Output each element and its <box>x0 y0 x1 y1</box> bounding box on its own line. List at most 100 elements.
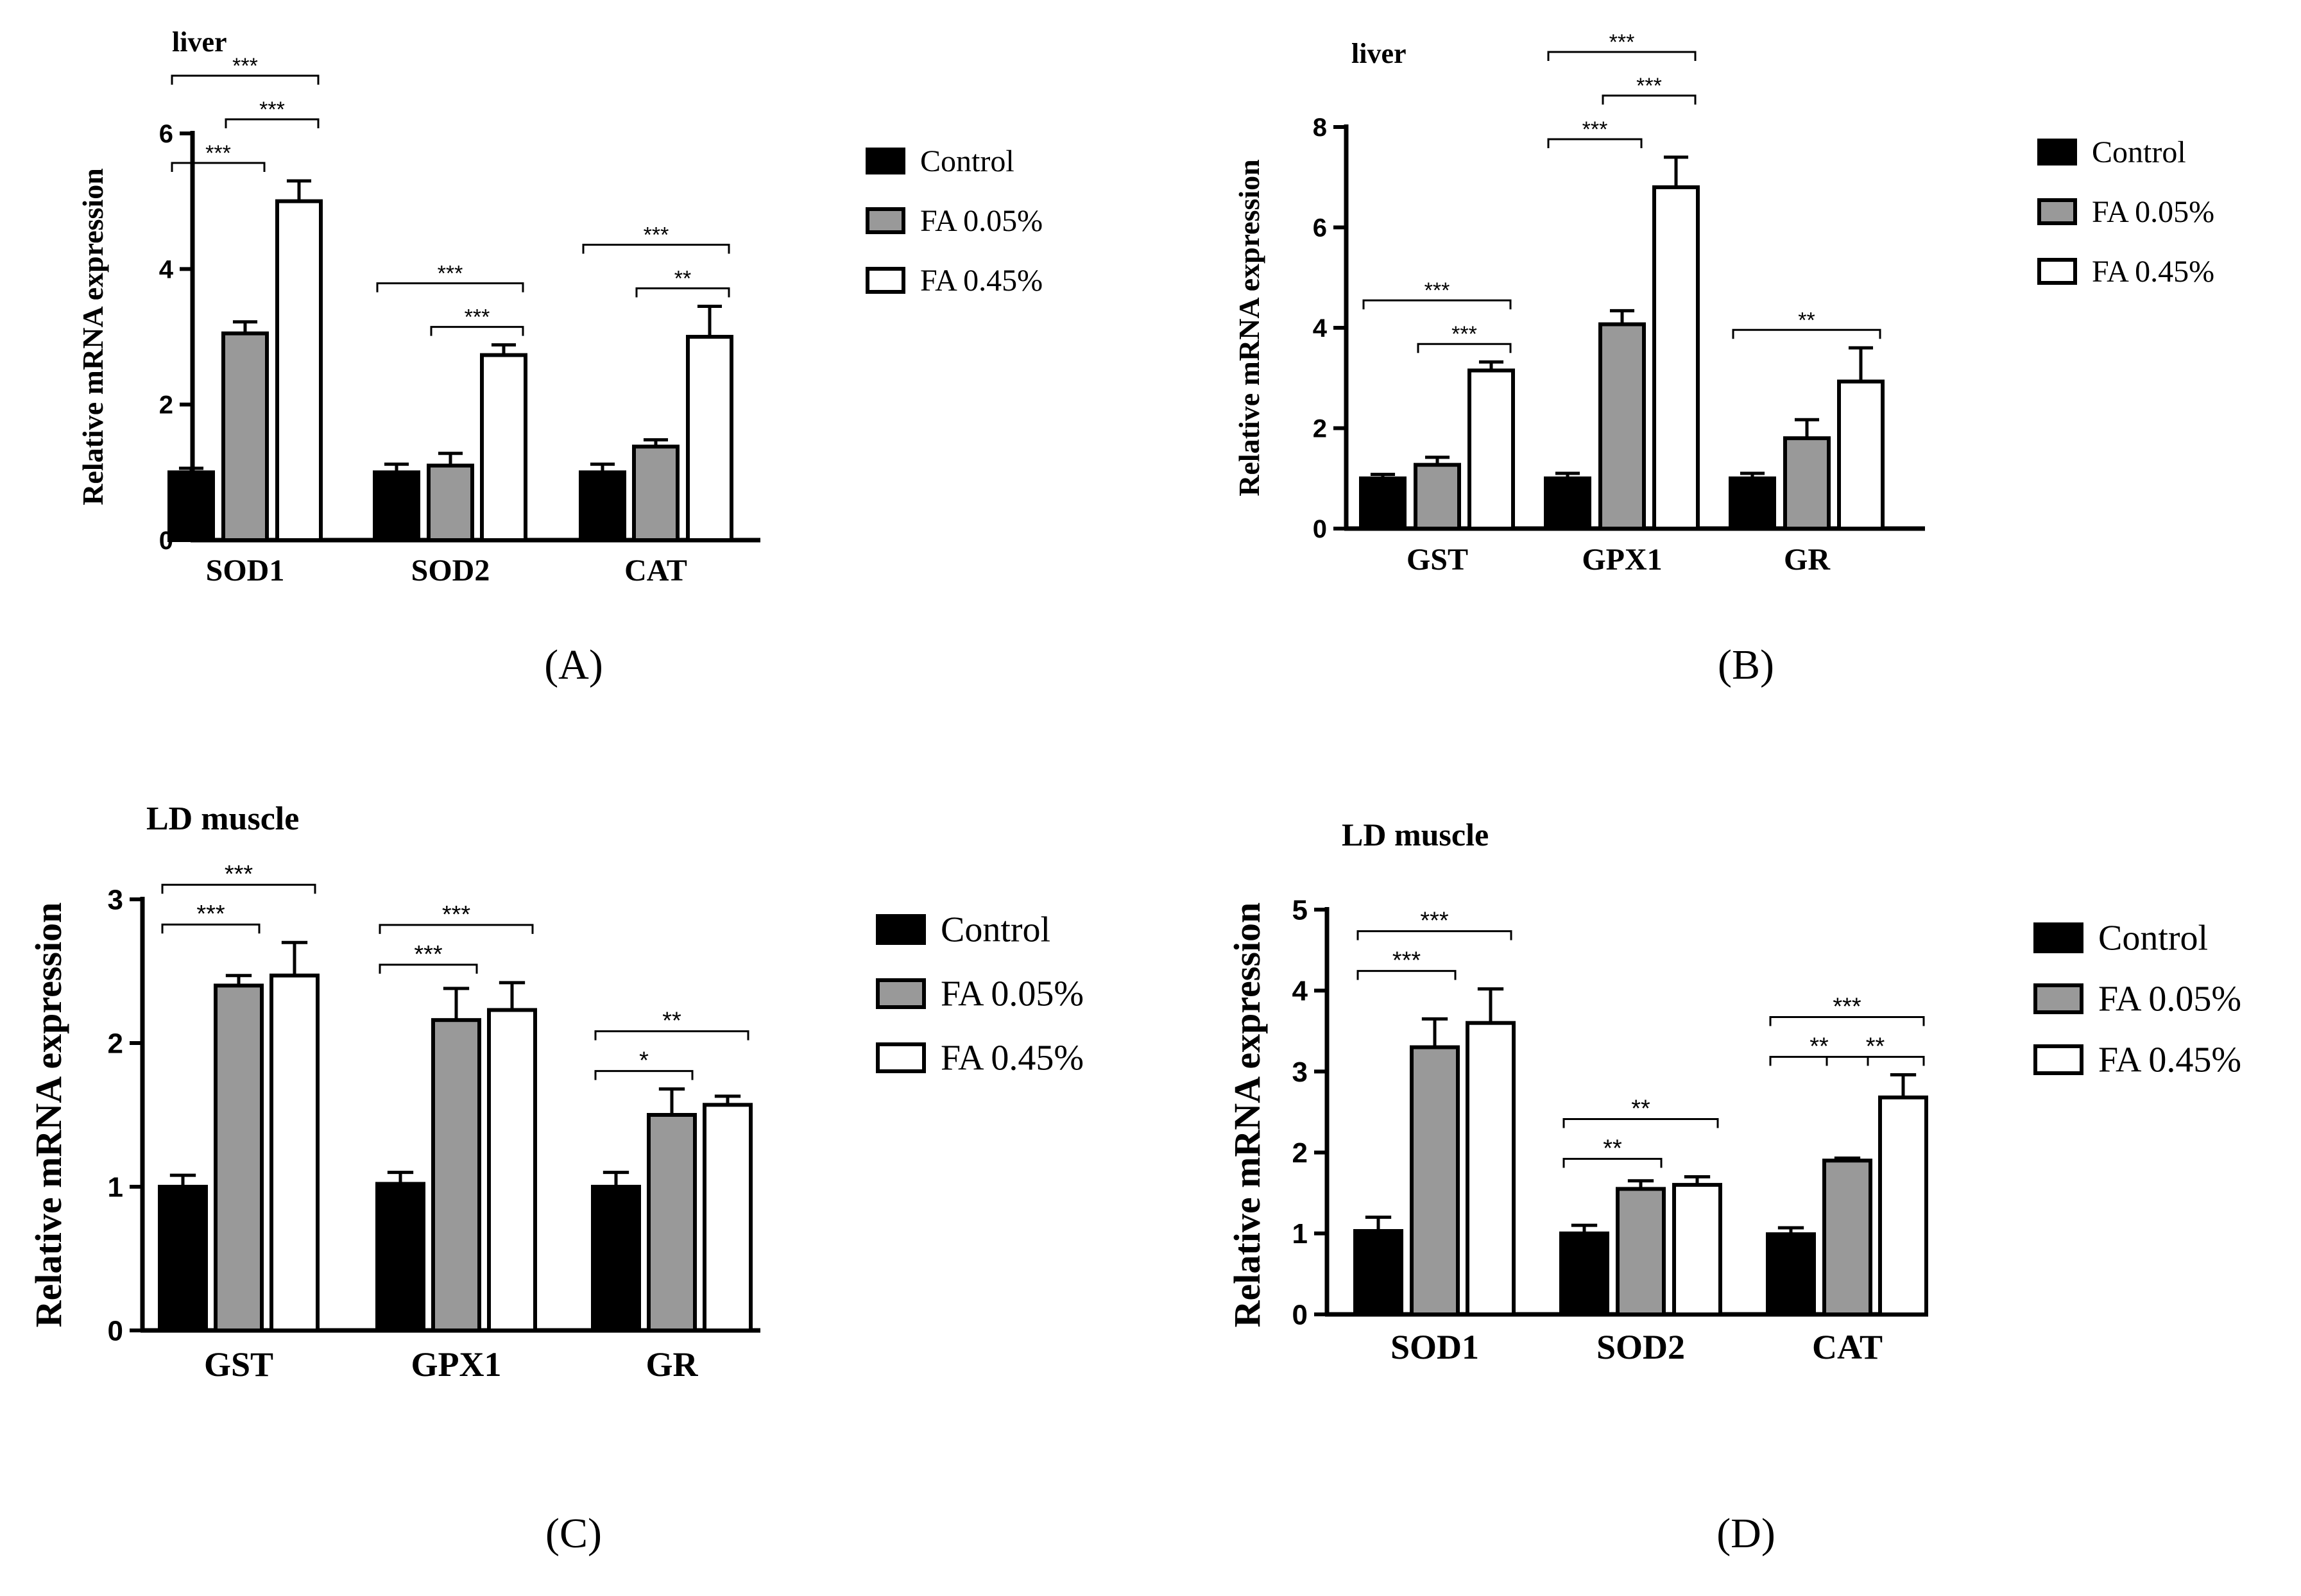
significance-label: *** <box>1420 908 1449 935</box>
significance-label: *** <box>225 861 253 888</box>
bar-fa-0-45--cat <box>686 335 733 542</box>
legend-swatch <box>866 207 905 234</box>
significance-bracket <box>1562 1157 1663 1168</box>
legend-swatch <box>2033 1044 2083 1075</box>
significance-bracket <box>161 883 316 894</box>
bar-fa-0-05--gpx1 <box>431 1018 481 1333</box>
significance-bracket <box>1547 138 1643 148</box>
bar-fa-0-45--gr <box>1837 379 1885 531</box>
significance-label: ** <box>1798 308 1815 332</box>
legend-label: FA 0.05% <box>941 974 1084 1014</box>
legend-swatch <box>2033 983 2083 1014</box>
significance-bracket <box>171 162 266 172</box>
y-tick-label: 6 <box>159 120 173 148</box>
significance-bracket <box>594 1030 749 1040</box>
y-tick-label: 6 <box>1313 214 1327 242</box>
significance-label: *** <box>259 98 285 122</box>
y-tick-label: 5 <box>1292 894 1308 926</box>
bar-fa-0-05--sod2 <box>427 463 474 542</box>
y-axis-label: Relative mRNA expression <box>1226 903 1268 1328</box>
bar-control-gst <box>158 1185 208 1332</box>
significance-label: *** <box>1582 117 1608 142</box>
y-tick-label: 2 <box>108 1028 123 1059</box>
x-category-label: SOD1 <box>206 554 285 588</box>
significance-label: *** <box>1609 30 1635 55</box>
bar-control-cat <box>1766 1232 1816 1317</box>
bar-control-sod2 <box>373 470 420 542</box>
bar-fa-0-45--sod1 <box>275 199 323 542</box>
significance-label: *** <box>1392 947 1421 974</box>
legend-label: FA 0.45% <box>2092 255 2214 289</box>
bar-control-gpx1 <box>375 1182 425 1333</box>
significance-label: *** <box>205 141 231 166</box>
significance-label: *** <box>442 901 471 928</box>
significance-label: *** <box>1424 278 1450 303</box>
y-tick-label: 4 <box>159 255 174 284</box>
bar-fa-0-05--gst <box>1414 463 1461 531</box>
legend-label: Control <box>941 910 1050 949</box>
chart-title: LD muscle <box>1342 817 1489 853</box>
bar-control-gpx1 <box>1544 476 1591 531</box>
y-tick-label: 2 <box>1292 1137 1308 1169</box>
y-tick-label: 3 <box>108 884 123 915</box>
significance-bracket <box>1769 1015 1925 1026</box>
chart-panel-b: liver Relative mRNA expression 0 2 4 6 8 GST GPX… <box>1233 30 2214 688</box>
legend-label: FA 0.05% <box>2092 195 2214 229</box>
legend-label: FA 0.05% <box>2098 979 2241 1019</box>
significance-label: *** <box>644 223 669 247</box>
legend-swatch <box>2037 198 2077 225</box>
legend-swatch <box>866 148 905 174</box>
bar-fa-0-45--sod1 <box>1466 1021 1516 1317</box>
bar-fa-0-05--sod1 <box>1410 1045 1460 1317</box>
significance-label: *** <box>1833 993 1861 1020</box>
legend-swatch <box>866 267 905 294</box>
significance-bracket <box>635 287 730 298</box>
significance-bracket <box>1826 1055 1925 1066</box>
significance-label: * <box>639 1048 649 1074</box>
significance-bracket <box>582 243 730 254</box>
bar-fa-0-05--gr <box>647 1113 697 1332</box>
bar-fa-0-05--sod1 <box>221 331 269 542</box>
legend-swatch <box>876 914 926 945</box>
significance-label: ** <box>674 266 691 291</box>
panel-label: (D) <box>1716 1510 1775 1557</box>
significance-label: *** <box>196 901 225 928</box>
y-tick-label: 1 <box>1292 1218 1308 1250</box>
significance-bracket <box>379 924 534 934</box>
significance-label: *** <box>438 262 463 286</box>
significance-label: ** <box>1603 1135 1622 1162</box>
bar-control-sod1 <box>1353 1229 1403 1317</box>
significance-bracket <box>376 282 524 293</box>
x-category-label: GR <box>646 1345 699 1384</box>
x-category-label: GPX1 <box>1582 543 1662 577</box>
y-tick-label: 3 <box>1292 1057 1308 1088</box>
x-category-label: SOD1 <box>1390 1328 1479 1366</box>
x-category-label: GR <box>1784 543 1831 577</box>
significance-bracket <box>379 964 478 974</box>
bar-fa-0-45--sod2 <box>480 353 527 543</box>
panel-label: (A) <box>544 641 603 688</box>
bar-fa-0-05--gpx1 <box>1598 322 1646 531</box>
significance-label: ** <box>1866 1033 1885 1060</box>
chart-title: liver <box>1351 38 1407 69</box>
legend: Control FA 0.05% FA 0.45% <box>866 144 1043 298</box>
significance-label: ** <box>1809 1033 1829 1060</box>
legend-label: FA 0.45% <box>920 264 1043 298</box>
significance-bracket <box>430 326 524 336</box>
y-tick-label: 0 <box>1292 1299 1308 1330</box>
x-category-label: GST <box>1407 543 1468 577</box>
legend-swatch <box>876 978 926 1009</box>
significance-bracket <box>225 118 320 128</box>
significance-label: *** <box>414 941 443 968</box>
bar-fa-0-05--cat <box>632 445 680 542</box>
y-tick-label: 0 <box>108 1315 123 1346</box>
y-tick-label: 2 <box>159 391 173 420</box>
significance-bracket <box>171 74 320 85</box>
y-tick-label: 8 <box>1313 114 1327 142</box>
bar-fa-0-45--gr <box>703 1103 753 1332</box>
legend-swatch <box>876 1042 926 1073</box>
y-axis-label: Relative mRNA expression <box>1233 159 1265 497</box>
bar-control-sod2 <box>1559 1231 1609 1317</box>
significance-label: *** <box>1451 322 1477 346</box>
